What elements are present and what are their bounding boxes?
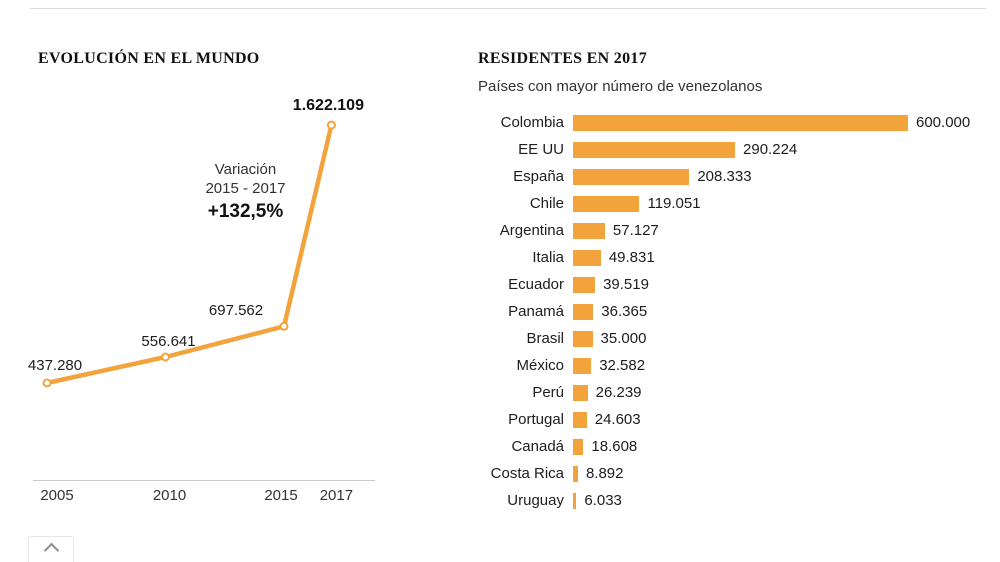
- bar-value-label: 119.051: [647, 195, 701, 212]
- bar: [573, 438, 584, 455]
- bar-row: Costa Rica 8.892: [478, 460, 993, 487]
- x-tick-label: 2010: [152, 487, 187, 504]
- data-point: [279, 321, 289, 331]
- bar-row: Argentina 57.127: [478, 217, 993, 244]
- bar-row: Canadá 18.608: [478, 433, 993, 460]
- bar: [573, 465, 578, 482]
- x-tick-label: 2015: [264, 487, 298, 504]
- bar-row: Italia 49.831: [478, 244, 993, 271]
- bar-value-label: 49.831: [608, 249, 655, 266]
- bar: [573, 195, 640, 212]
- bar-chart-panel: RESIDENTES EN 2017 Países con mayor núme…: [478, 49, 993, 514]
- bar: [573, 303, 594, 320]
- bar: [573, 222, 605, 239]
- line-chart-svg: [42, 120, 336, 388]
- bar-value-label: 208.333: [697, 168, 752, 185]
- bar-value-label: 57.127: [612, 222, 659, 239]
- bar: [573, 114, 908, 131]
- category-label: Uruguay: [507, 492, 564, 509]
- line-chart-title: EVOLUCIÓN EN EL MUNDO: [38, 50, 260, 67]
- bar-value-label: 36.365: [601, 303, 648, 320]
- bar-row: España 208.333: [478, 163, 993, 190]
- category-label: Portugal: [508, 411, 564, 428]
- category-label: Panamá: [508, 303, 564, 320]
- bar: [573, 141, 736, 158]
- bar-row: Colombia 600.000: [478, 109, 993, 136]
- category-label: Colombia: [500, 114, 564, 131]
- category-label: México: [516, 357, 564, 374]
- x-axis-line: [33, 480, 375, 481]
- point-value-label: 556.641: [141, 333, 196, 350]
- bar-row: Brasil 35.000: [478, 325, 993, 352]
- bar-value-label: 18.608: [591, 438, 638, 455]
- annotation-percentage: +132,5%: [207, 201, 284, 222]
- bar-value-label: 35.000: [600, 330, 647, 347]
- data-point: [161, 352, 170, 362]
- bar-value-label: 6.033: [584, 492, 622, 509]
- bar: [573, 492, 577, 509]
- bar: [573, 384, 588, 401]
- category-label: Argentina: [499, 222, 564, 239]
- category-label: España: [513, 168, 564, 185]
- bar-value-label: 8.892: [585, 465, 624, 482]
- chevron-up-icon: [43, 542, 59, 559]
- category-label: Brasil: [526, 330, 564, 347]
- variation-annotation: Variación 2015 - 2017 +132,5%: [158, 160, 333, 224]
- bar: [573, 357, 592, 374]
- scroll-to-top-button[interactable]: [28, 536, 74, 562]
- bar-value-label: 26.239: [595, 384, 642, 401]
- category-label: EE UU: [518, 141, 564, 158]
- bar-value-label: 290.224: [743, 141, 798, 158]
- category-label: Perú: [532, 384, 564, 401]
- point-value-label: 437.280: [27, 357, 83, 374]
- data-point: [42, 378, 52, 388]
- bar: [573, 411, 587, 428]
- x-tick-label: 2005: [40, 487, 74, 504]
- annotation-line-2: 2015 - 2017: [205, 180, 286, 197]
- bar-row: Perú 26.239: [478, 379, 993, 406]
- bar-value-label: 24.603: [594, 411, 641, 428]
- top-divider: [30, 8, 986, 9]
- data-point: [326, 120, 336, 130]
- bar-row: Uruguay 6.033: [478, 487, 993, 514]
- category-label: Chile: [529, 195, 564, 212]
- bar-value-label: 600.000: [916, 114, 971, 131]
- category-label: Ecuador: [508, 276, 564, 293]
- bar-row: Portugal 24.603: [478, 406, 993, 433]
- bar-row: EE UU 290.224: [478, 136, 993, 163]
- bar: [573, 330, 593, 347]
- bar-row: Ecuador 39.519: [478, 271, 993, 298]
- bar-row: Panamá 36.365: [478, 298, 993, 325]
- point-value-label: 697.562: [208, 302, 264, 320]
- category-label: Italia: [532, 249, 564, 266]
- bar-value-label: 39.519: [603, 276, 649, 293]
- bar-value-label: 32.582: [599, 357, 646, 374]
- bar: [573, 276, 596, 293]
- bar-chart-subtitle: Países con mayor número de venezolanos: [478, 78, 763, 95]
- bar: [573, 168, 690, 185]
- bar-rows: Colombia 600.000 EE UU 290.224 España 208.333…: [478, 109, 993, 514]
- point-value-label: 1.622.109: [292, 97, 364, 115]
- bar: [573, 249, 601, 266]
- line-chart-panel: EVOLUCIÓN EN EL MUNDO Variación 2015 - 2…: [0, 0, 430, 562]
- bar-chart-title: RESIDENTES EN 2017: [478, 50, 648, 67]
- bar-row: Chile 119.051: [478, 190, 993, 217]
- annotation-line-1: Variación: [214, 161, 277, 178]
- category-label: Costa Rica: [490, 465, 564, 482]
- x-tick-label: 2017: [319, 487, 354, 504]
- category-label: Canadá: [511, 438, 564, 455]
- bar-row: México 32.582: [478, 352, 993, 379]
